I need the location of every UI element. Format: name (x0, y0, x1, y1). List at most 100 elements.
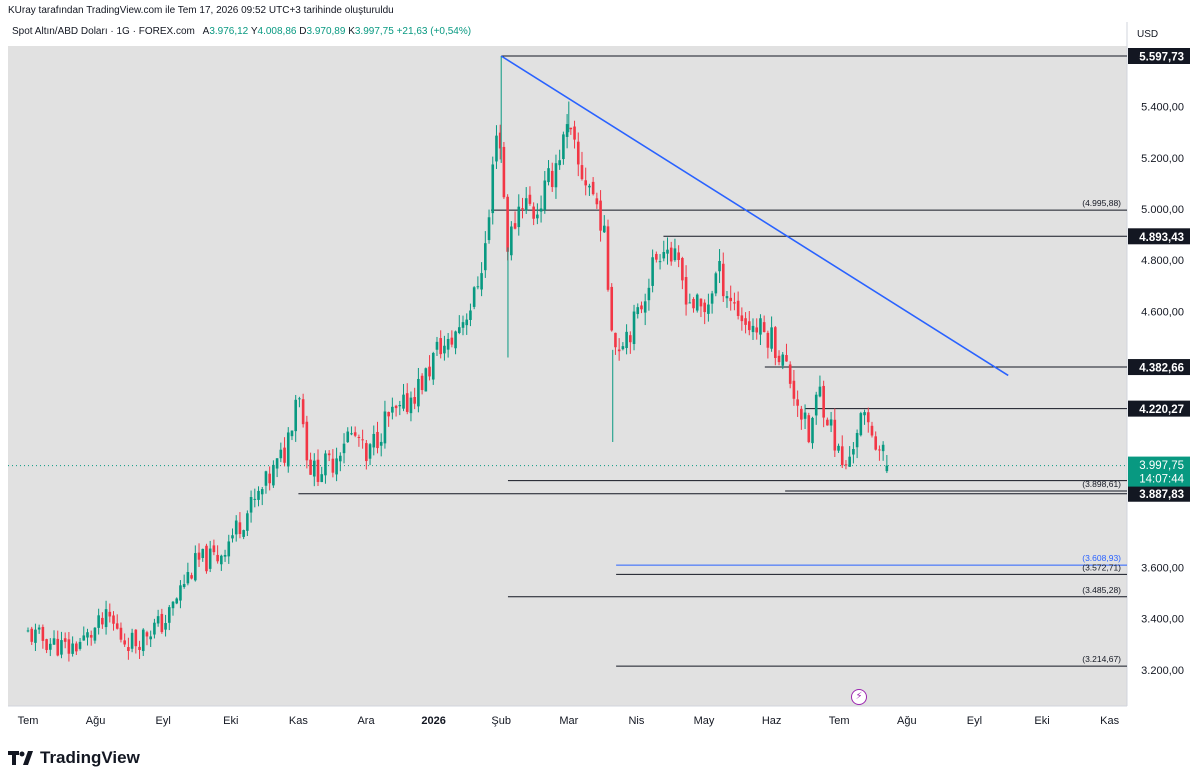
candle-body (647, 287, 651, 301)
candle-body (673, 248, 677, 261)
candle-body (309, 459, 312, 475)
level-label: (3.214,67) (1082, 654, 1121, 664)
tradingview-logo: TradingView (8, 748, 140, 768)
level-label: (3.485,28) (1082, 585, 1121, 595)
candle-body (707, 304, 710, 314)
price-axis-label-bg (1128, 400, 1190, 417)
candle-body (167, 607, 171, 623)
candle-body (275, 458, 279, 469)
candle-body (316, 459, 320, 482)
candle-body (569, 127, 573, 130)
candle-body (294, 399, 297, 432)
candle-body (684, 277, 688, 305)
candle-body (141, 629, 145, 652)
candle-body (86, 632, 89, 638)
candle-body (37, 627, 41, 630)
candle-body (814, 394, 818, 416)
candle-body (721, 263, 725, 297)
candle-body (160, 613, 164, 633)
candle-body (744, 318, 747, 325)
candle-body (558, 160, 561, 166)
candle-body (357, 436, 361, 438)
candle-body (223, 554, 227, 557)
candle-body (171, 601, 175, 609)
candle-body (792, 380, 796, 399)
last-price-label-bg (1128, 456, 1190, 487)
candle-body (149, 636, 152, 640)
candle-body (153, 622, 156, 635)
candle-body (606, 226, 610, 290)
candle-body (376, 431, 379, 449)
candle-body (803, 412, 807, 419)
candle-body (599, 200, 602, 231)
price-axis-label-bg (1128, 485, 1190, 502)
candle-body (562, 134, 565, 160)
candle-body (324, 453, 327, 476)
candle-body (257, 490, 260, 500)
price-axis-label: 5.597,73 (1139, 52, 1184, 64)
price-axis-label: 4.382,66 (1139, 363, 1184, 375)
candle-body (774, 327, 777, 358)
candle-body (695, 294, 699, 311)
candle-body (733, 302, 736, 304)
candle-body (127, 647, 130, 651)
candle-body (669, 247, 673, 262)
candle-body (703, 302, 706, 313)
candle-body (677, 252, 680, 260)
time-tick-label: Eki (223, 715, 238, 727)
candle-body (651, 257, 654, 286)
candle-body (368, 444, 372, 459)
candle-body (93, 627, 97, 641)
candle-body (130, 632, 134, 649)
candle-body (138, 646, 141, 650)
time-tick-label: 2026 (421, 715, 445, 727)
candle-body (800, 408, 803, 420)
candle-body (101, 617, 104, 625)
candle-body (614, 332, 617, 348)
candle-body (353, 432, 357, 436)
candle-body (379, 441, 383, 446)
flash-icon[interactable]: ⚡ (851, 689, 867, 705)
candle-body (208, 548, 212, 569)
candle-body (818, 386, 822, 397)
candle-body (450, 337, 454, 345)
trendline (500, 55, 1009, 377)
price-axis-label-bg (1128, 359, 1190, 376)
candle-body (625, 331, 628, 349)
candle-body (272, 464, 275, 486)
candle-body (312, 460, 316, 477)
candle-body (629, 335, 632, 343)
candle-body (632, 311, 636, 345)
tradingview-wordmark: TradingView (40, 748, 140, 767)
candle-body (253, 498, 257, 500)
candle-body (863, 412, 866, 416)
candle-body (498, 132, 502, 149)
candle-body (201, 548, 205, 558)
time-tick-label: Kas (1100, 715, 1119, 727)
candle-body (469, 310, 472, 320)
candle-body (487, 217, 491, 241)
candle-body (112, 615, 115, 624)
price-axis-label-bg (1128, 48, 1190, 64)
candle-body (231, 535, 234, 539)
candle-body (190, 575, 193, 579)
candle-body (595, 198, 599, 205)
price-axis-label: 4.893,43 (1139, 232, 1184, 244)
candle-body (662, 251, 666, 259)
price-axis-label: 3.887,83 (1139, 489, 1184, 501)
candle-body (502, 146, 506, 198)
candle-body (89, 635, 93, 638)
time-tick-label: Kas (289, 715, 308, 727)
symbol-legend: Spot Altın/ABD Doları · 1G · FOREX.com A… (12, 26, 471, 37)
bar-countdown-label: 14:07:44 (1139, 474, 1184, 486)
candle-body (234, 520, 238, 535)
candle-body (866, 412, 870, 423)
candle-body (878, 449, 881, 451)
candle-body (331, 458, 335, 473)
candle-body (811, 417, 814, 444)
candle-body (491, 164, 495, 214)
candle-body (840, 446, 844, 466)
candle-body (405, 393, 409, 412)
candle-body (82, 635, 86, 641)
